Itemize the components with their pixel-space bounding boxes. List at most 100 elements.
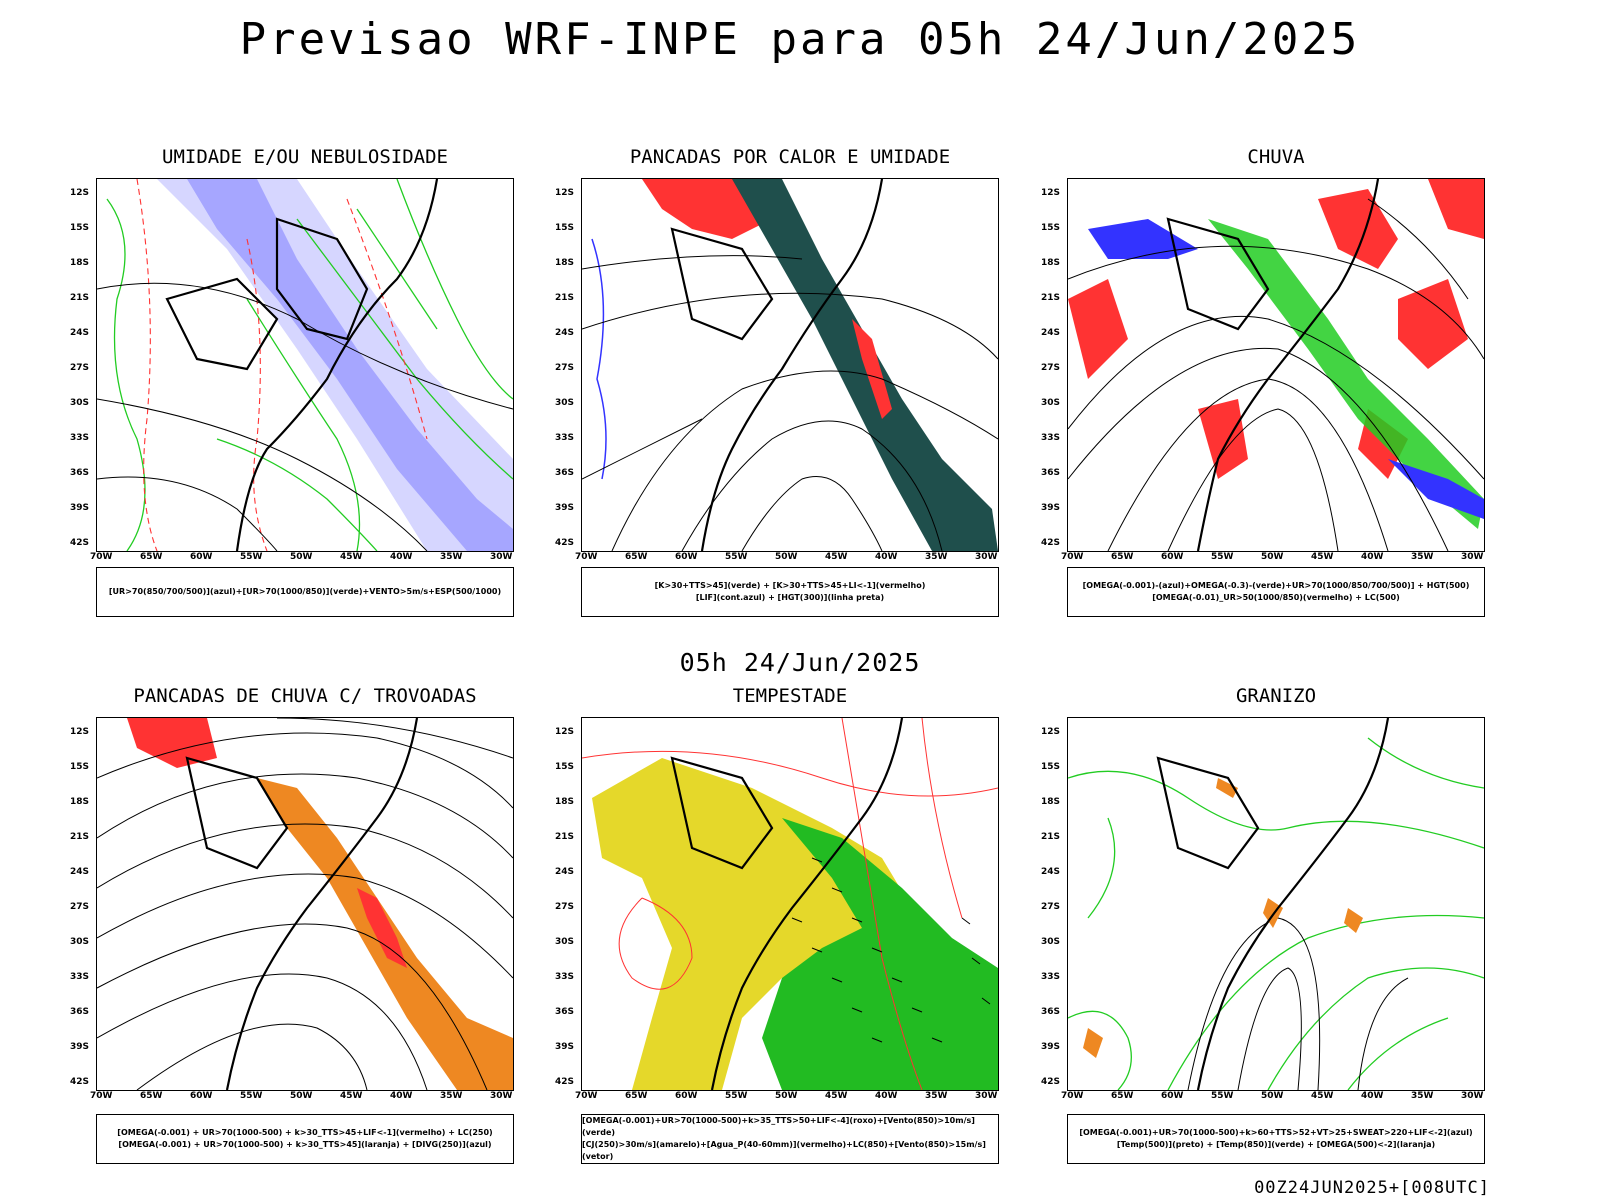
lon-tick-label: 30W xyxy=(1461,1091,1484,1101)
lon-tick-label: 55W xyxy=(1211,552,1234,562)
lat-tick-label: 36S xyxy=(1041,1007,1061,1017)
legend-line: [OMEGA(-0.001) + UR>70(1000-500) + k>30_… xyxy=(118,1140,492,1149)
coastline xyxy=(670,179,884,551)
lat-tick-label: 24S xyxy=(70,328,90,338)
lon-tick-label: 50W xyxy=(1261,1091,1284,1101)
orange-omega-patches xyxy=(1083,778,1363,1058)
map-pancadas-trovoadas xyxy=(96,717,514,1091)
lat-tick-label: 24S xyxy=(70,867,90,877)
lat-tick-label: 33S xyxy=(1041,433,1061,443)
lat-tick-label: 36S xyxy=(555,1007,575,1017)
lon-tick-label: 55W xyxy=(725,1091,748,1101)
lon-tick-label: 40W xyxy=(875,1091,898,1101)
coastline xyxy=(1156,718,1390,1090)
lon-tick-label: 60W xyxy=(1161,552,1184,562)
lon-tick-label: 40W xyxy=(1361,552,1384,562)
lat-tick-label: 24S xyxy=(1041,867,1061,877)
lat-tick-label: 42S xyxy=(1041,538,1061,548)
lat-tick-label: 18S xyxy=(555,258,575,268)
blue-lif-contours xyxy=(591,238,607,480)
lat-tick-label: 39S xyxy=(1041,1042,1061,1052)
lon-tick-label: 70W xyxy=(90,1091,113,1101)
lat-tick-label: 18S xyxy=(70,797,90,807)
legend-granizo: [OMEGA(-0.001)+UR>70(1000-500)+k>60+TTS>… xyxy=(1067,1114,1485,1164)
lat-tick-label: 39S xyxy=(555,1042,575,1052)
lat-tick-label: 18S xyxy=(1041,797,1061,807)
lat-tick-label: 21S xyxy=(555,832,575,842)
lat-tick-label: 42S xyxy=(555,538,575,548)
lon-tick-label: 35W xyxy=(440,1091,463,1101)
lon-tick-label: 40W xyxy=(390,552,413,562)
red-thickness-contours xyxy=(136,179,428,551)
lat-tick-label: 21S xyxy=(1041,832,1061,842)
lat-tick-label: 15S xyxy=(1041,223,1061,233)
lat-tick-label: 30S xyxy=(555,398,575,408)
map-granizo xyxy=(1067,717,1485,1091)
lon-tick-label: 50W xyxy=(290,1091,313,1101)
lat-tick-label: 33S xyxy=(555,972,575,982)
legend-pancadas-trovoadas: [OMEGA(-0.001) + UR>70(1000-500) + k>30_… xyxy=(96,1114,514,1164)
lon-tick-label: 35W xyxy=(440,552,463,562)
lon-tick-label: 45W xyxy=(1311,552,1334,562)
middle-forecast-time: 05h 24/Jun/2025 xyxy=(679,648,921,677)
lon-tick-label: 60W xyxy=(675,1091,698,1101)
lon-tick-label: 50W xyxy=(290,552,313,562)
lon-tick-label: 70W xyxy=(90,552,113,562)
lat-tick-label: 27S xyxy=(70,363,90,373)
panel-title-pancadas-trovoadas: PANCADAS DE CHUVA C/ TROVOADAS xyxy=(133,685,477,707)
green-humidity-contours xyxy=(106,179,513,551)
lat-tick-label: 27S xyxy=(1041,363,1061,373)
map-tempestade xyxy=(581,717,999,1091)
panel-title-pancadas-calor: PANCADAS POR CALOR E UMIDADE xyxy=(629,146,951,168)
temp850-contours xyxy=(1068,737,1484,1090)
lon-tick-label: 65W xyxy=(1111,552,1134,562)
lat-tick-label: 36S xyxy=(70,468,90,478)
lat-tick-label: 21S xyxy=(1041,293,1061,303)
lat-tick-label: 42S xyxy=(1041,1077,1061,1087)
lat-tick-label: 36S xyxy=(70,1007,90,1017)
legend-line: [UR>70(850/700/500)](azul)+[UR>70(1000/8… xyxy=(108,587,502,596)
lat-tick-label: 39S xyxy=(70,1042,90,1052)
lon-tick-label: 65W xyxy=(625,552,648,562)
lon-tick-label: 70W xyxy=(1061,1091,1084,1101)
lat-tick-label: 12S xyxy=(1041,188,1061,198)
blue-omega-band-2 xyxy=(1388,459,1484,519)
lon-tick-label: 50W xyxy=(1261,552,1284,562)
lon-tick-label: 50W xyxy=(775,1091,798,1101)
lon-tick-label: 45W xyxy=(1311,1091,1334,1101)
lon-tick-label: 50W xyxy=(775,552,798,562)
lon-tick-label: 35W xyxy=(1411,1091,1434,1101)
lat-tick-label: 27S xyxy=(555,902,575,912)
lat-tick-label: 15S xyxy=(1041,762,1061,772)
lat-tick-label: 27S xyxy=(1041,902,1061,912)
hgt500-contours xyxy=(1068,198,1484,551)
lon-tick-label: 45W xyxy=(825,1091,848,1101)
legend-line: [Temp(500)](preto) + [Temp(850)](verde) … xyxy=(1116,1140,1436,1149)
lat-tick-label: 33S xyxy=(70,433,90,443)
lat-tick-label: 12S xyxy=(555,188,575,198)
lon-tick-label: 35W xyxy=(925,1091,948,1101)
lon-tick-label: 65W xyxy=(140,552,163,562)
lon-tick-label: 45W xyxy=(825,552,848,562)
legend-pancadas-calor: [K>30+TTS>45](verde) + [K>30+TTS>45+LI<-… xyxy=(581,567,999,617)
coastline xyxy=(165,179,439,551)
lon-tick-label: 35W xyxy=(1411,552,1434,562)
lat-tick-label: 18S xyxy=(70,258,90,268)
lon-tick-label: 55W xyxy=(240,1091,263,1101)
coastline xyxy=(1166,179,1380,551)
lon-tick-label: 55W xyxy=(1211,1091,1234,1101)
red-top-patch xyxy=(127,718,217,768)
lat-tick-label: 15S xyxy=(555,223,575,233)
lat-tick-label: 15S xyxy=(70,223,90,233)
lat-tick-label: 18S xyxy=(1041,258,1061,268)
lon-tick-label: 70W xyxy=(575,1091,598,1101)
red-top-area xyxy=(642,179,772,239)
legend-umidade: [UR>70(850/700/500)](azul)+[UR>70(1000/8… xyxy=(96,567,514,617)
lat-tick-label: 12S xyxy=(555,727,575,737)
lon-tick-label: 40W xyxy=(390,1091,413,1101)
lon-tick-label: 65W xyxy=(1111,1091,1134,1101)
coastline xyxy=(185,718,419,1090)
lon-tick-label: 60W xyxy=(190,1091,213,1101)
lat-tick-label: 30S xyxy=(1041,398,1061,408)
run-footer: 00Z24JUN2025+[008UTC] xyxy=(1254,1178,1490,1198)
